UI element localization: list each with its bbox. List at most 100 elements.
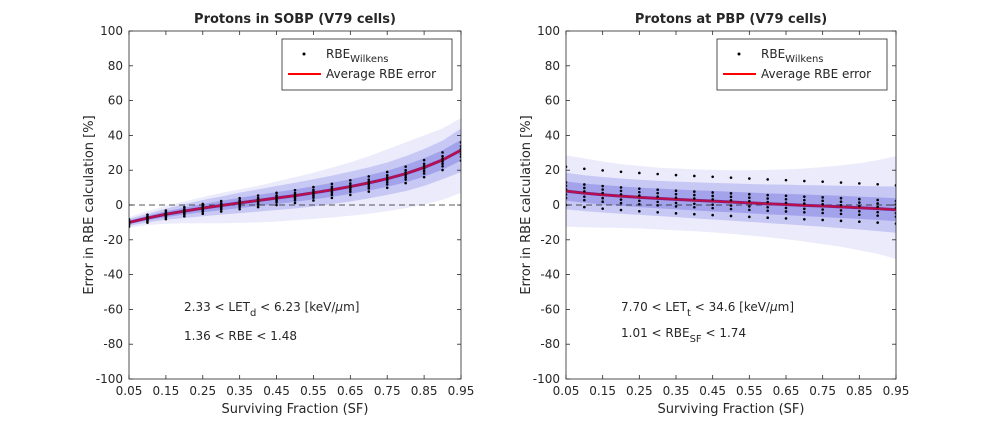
x-axis-label: Surviving Fraction (SF) xyxy=(658,402,805,417)
y-tick-label: 40 xyxy=(545,128,560,142)
scatter-point xyxy=(766,193,769,197)
scatter-point xyxy=(858,213,861,217)
legend-box xyxy=(716,38,888,91)
x-tick-label: 0.85 xyxy=(411,384,438,398)
scatter-point xyxy=(601,207,604,210)
scatter-point xyxy=(656,200,659,204)
scatter-point xyxy=(404,181,407,185)
scatter-point xyxy=(349,190,352,194)
scatter-point xyxy=(674,189,678,193)
scatter-point xyxy=(583,205,586,209)
scatter-point xyxy=(367,178,371,181)
scatter-point xyxy=(821,180,824,183)
scatter-point xyxy=(656,204,659,207)
chart-panel-2: -100 -80 -60 -40 -20 0 20 40 60 80 100 0.05 0.15 0.25… xyxy=(519,12,909,417)
scatter-point xyxy=(693,202,696,206)
y-tick-label: 20 xyxy=(108,163,123,177)
y-tick-label: 100 xyxy=(537,24,560,38)
scatter-point xyxy=(656,211,659,214)
scatter-point xyxy=(638,171,641,175)
scatter-point xyxy=(766,200,769,204)
scatter-point xyxy=(583,195,586,198)
scatter-point xyxy=(766,205,769,209)
scatter-point xyxy=(619,189,623,193)
scatter-point xyxy=(441,162,444,166)
x-tick-label: 0.05 xyxy=(553,384,580,398)
scatter-point xyxy=(312,196,315,199)
scatter-point xyxy=(711,198,714,201)
scatter-point xyxy=(441,157,444,160)
x-tick-label: 0.75 xyxy=(374,384,401,398)
scatter-point xyxy=(441,151,444,154)
scatter-point xyxy=(583,186,586,190)
scatter-point xyxy=(219,210,223,213)
scatter-point xyxy=(876,198,879,202)
scatter-point xyxy=(766,197,769,200)
scatter-point xyxy=(876,210,879,214)
scatter-point xyxy=(367,180,371,184)
scatter-point xyxy=(422,172,426,175)
scatter-point xyxy=(293,197,297,200)
chart-title: Protons at PBP (V79 cells) xyxy=(635,12,827,27)
scatter-point xyxy=(275,191,278,195)
scatter-point xyxy=(638,190,641,194)
scatter-point xyxy=(385,176,389,179)
scatter-point xyxy=(876,182,879,186)
y-tick-label: -100 xyxy=(533,372,560,386)
scatter-point xyxy=(601,200,604,203)
scatter-point xyxy=(784,197,788,201)
scatter-point xyxy=(674,201,678,205)
scatter-point xyxy=(748,196,751,199)
scatter-point xyxy=(619,193,623,196)
scatter-point xyxy=(330,185,334,189)
scatter-point xyxy=(219,199,223,203)
scatter-point xyxy=(803,202,806,205)
scatter-point xyxy=(183,205,186,209)
scatter-point xyxy=(441,159,444,163)
scatter-point xyxy=(238,196,241,200)
scatter-point xyxy=(711,206,714,210)
scatter-point xyxy=(349,184,352,187)
scatter-point xyxy=(404,175,407,179)
scatter-point xyxy=(441,154,444,158)
scatter-point xyxy=(293,193,297,196)
scatter-point xyxy=(293,188,297,192)
scatter-point xyxy=(583,183,586,186)
scatter-point xyxy=(330,196,334,200)
scatter-point xyxy=(858,197,861,201)
scatter-point xyxy=(711,194,714,198)
scatter-point xyxy=(674,205,678,208)
x-axis-label: Surviving Fraction (SF) xyxy=(222,402,369,417)
y-tick-label: -60 xyxy=(103,302,123,316)
y-tick-label: -60 xyxy=(540,302,560,316)
scatter-point xyxy=(312,192,315,196)
scatter-point xyxy=(858,204,861,208)
y-tick-label: -40 xyxy=(103,268,123,282)
scatter-point xyxy=(422,169,426,173)
scatter-point xyxy=(638,209,641,213)
scatter-point xyxy=(729,192,733,195)
scatter-point xyxy=(583,167,586,171)
scatter-point xyxy=(803,207,806,211)
scatter-point xyxy=(422,158,426,162)
scatter-point xyxy=(876,214,879,217)
scatter-point xyxy=(349,178,352,182)
legend-label: Average RBE error xyxy=(761,67,871,81)
scatter-point xyxy=(330,187,334,191)
chart-panel-1: -100 -80 -60 -40 -20 0 20 40 60 80 100 0.05 0.15 0.25… xyxy=(82,12,474,417)
scatter-point xyxy=(693,174,696,178)
scatter-point xyxy=(330,193,334,197)
scatter-point xyxy=(385,186,389,190)
scatter-point xyxy=(312,190,315,194)
scatter-point xyxy=(839,200,843,203)
scatter-point xyxy=(201,204,205,208)
x-tick-label: 0.45 xyxy=(263,384,290,398)
scatter-point xyxy=(784,201,788,205)
scatter-point xyxy=(748,177,751,180)
scatter-point xyxy=(858,220,861,224)
scatter-point xyxy=(404,165,407,168)
scatter-point xyxy=(385,180,389,184)
scatter-point xyxy=(839,219,843,223)
scatter-point xyxy=(385,174,389,177)
scatter-point xyxy=(748,215,751,219)
